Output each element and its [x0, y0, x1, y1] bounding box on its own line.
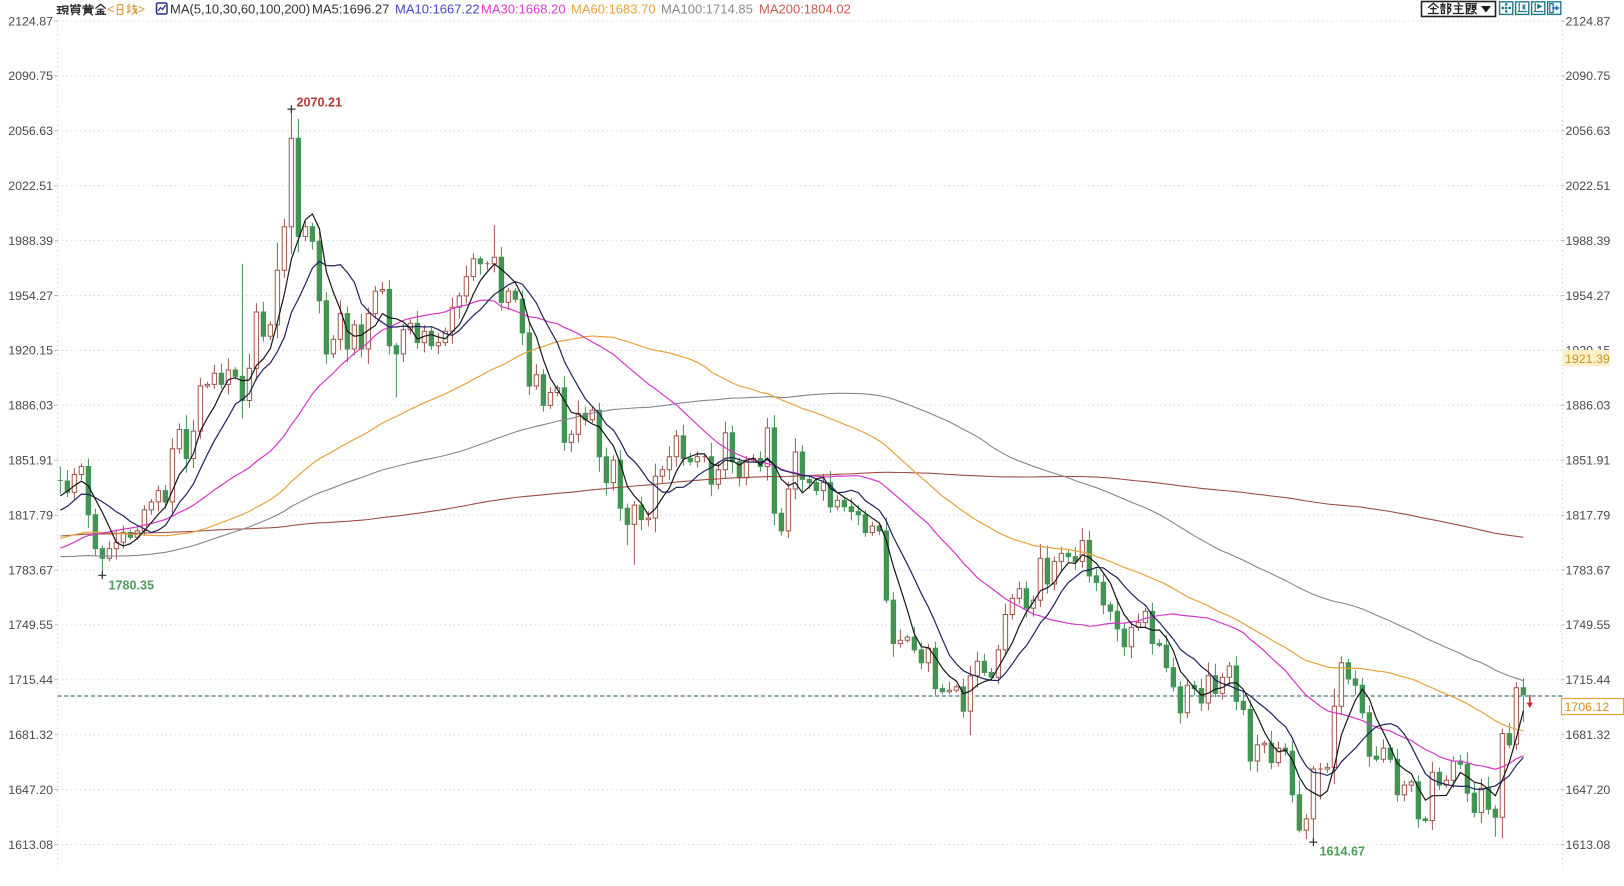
svg-text:1647.20: 1647.20	[8, 783, 53, 797]
svg-text:1681.32: 1681.32	[1566, 728, 1611, 742]
svg-text:1851.91: 1851.91	[1566, 454, 1611, 468]
svg-text:2022.51: 2022.51	[8, 179, 53, 193]
svg-text:2070.21: 2070.21	[297, 96, 343, 110]
svg-text:1749.55: 1749.55	[8, 618, 53, 632]
svg-text:2124.87: 2124.87	[8, 14, 53, 28]
svg-text:1706.12: 1706.12	[1565, 700, 1610, 714]
svg-text:1749.55: 1749.55	[1566, 618, 1611, 632]
svg-text:MA100:1714.85: MA100:1714.85	[661, 2, 753, 17]
svg-text:1851.91: 1851.91	[8, 454, 53, 468]
svg-text:2022.51: 2022.51	[1566, 179, 1611, 193]
svg-text:1715.44: 1715.44	[1566, 673, 1611, 687]
svg-text:1614.67: 1614.67	[1320, 845, 1366, 859]
svg-text:1613.08: 1613.08	[8, 838, 53, 852]
svg-text:1715.44: 1715.44	[8, 673, 53, 687]
svg-text:1783.67: 1783.67	[8, 563, 53, 577]
svg-text:MA(5,10,30,60,100,200): MA(5,10,30,60,100,200)	[170, 2, 310, 17]
svg-text:2056.63: 2056.63	[8, 124, 53, 138]
svg-text:1954.27: 1954.27	[1566, 289, 1611, 303]
svg-text:MA60:1683.70: MA60:1683.70	[571, 2, 656, 17]
svg-text:MA200:1804.02: MA200:1804.02	[759, 2, 851, 17]
svg-text:1886.03: 1886.03	[1566, 399, 1611, 413]
svg-text:2090.75: 2090.75	[1566, 69, 1611, 83]
svg-text:2090.75: 2090.75	[8, 69, 53, 83]
svg-text:1817.79: 1817.79	[1566, 508, 1611, 522]
svg-text:1954.27: 1954.27	[8, 289, 53, 303]
svg-text:MA30:1668.20: MA30:1668.20	[481, 2, 566, 17]
svg-text:<: <	[107, 2, 115, 17]
svg-text:1817.79: 1817.79	[8, 508, 53, 522]
svg-text:1920.15: 1920.15	[8, 344, 53, 358]
svg-text:1988.39: 1988.39	[8, 234, 53, 248]
svg-text:1988.39: 1988.39	[1566, 234, 1611, 248]
svg-text:1921.39: 1921.39	[1565, 352, 1610, 366]
svg-text:1886.03: 1886.03	[8, 399, 53, 413]
svg-text:1681.32: 1681.32	[8, 728, 53, 742]
svg-text:1613.08: 1613.08	[1566, 838, 1611, 852]
svg-text:MA10:1667.22: MA10:1667.22	[395, 2, 480, 17]
svg-text:1647.20: 1647.20	[1566, 783, 1611, 797]
svg-text:2124.87: 2124.87	[1566, 14, 1611, 28]
svg-text:1783.67: 1783.67	[1566, 563, 1611, 577]
svg-text:>: >	[138, 2, 146, 17]
svg-text:1780.35: 1780.35	[109, 579, 155, 593]
svg-text:2056.63: 2056.63	[1566, 124, 1611, 138]
svg-text:MA5:1696.27: MA5:1696.27	[312, 2, 389, 17]
